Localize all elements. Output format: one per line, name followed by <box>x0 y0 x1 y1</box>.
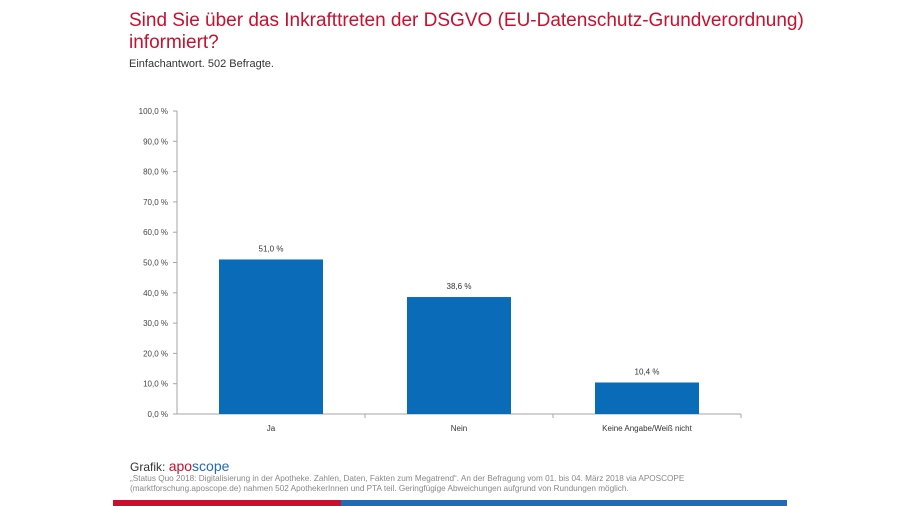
y-tick-label: 60,0 % <box>143 228 168 237</box>
y-tick-label: 40,0 % <box>143 289 168 298</box>
footer-stripe-blue <box>341 500 787 506</box>
y-tick-label: 90,0 % <box>143 137 168 146</box>
y-tick-label: 70,0 % <box>143 198 168 207</box>
y-tick-label: 80,0 % <box>143 168 168 177</box>
credit: Grafik: aposcope <box>130 458 229 474</box>
y-tick-label: 0,0 % <box>148 410 168 419</box>
bar <box>595 382 699 414</box>
footer-stripe-red <box>113 500 341 506</box>
x-tick-label: Ja <box>267 424 276 433</box>
aposcope-logo: aposcope <box>168 458 230 474</box>
data-label: 38,6 % <box>447 282 472 291</box>
bar <box>407 297 511 414</box>
y-tick-label: 50,0 % <box>143 259 168 268</box>
y-tick-label: 10,0 % <box>143 380 168 389</box>
bars <box>219 259 699 414</box>
x-axis: Ja Nein Keine Angabe/Weiß nicht <box>177 413 742 433</box>
y-tick-label: 30,0 % <box>143 319 168 328</box>
logo-apo: apo <box>168 458 193 474</box>
y-tick-label: 20,0 % <box>143 349 168 358</box>
data-label: 51,0 % <box>259 244 284 253</box>
chart-subtitle: Einfachantwort. 502 Befragte. <box>129 58 274 70</box>
logo-scope: scope <box>192 458 230 474</box>
y-tick-label: 100,0 % <box>139 107 168 116</box>
grafik-label: Grafik: <box>130 460 166 474</box>
y-axis: 0,0 % 10,0 % 20,0 % 30,0 % 40,0 % 50,0 % 60,0 … <box>139 107 178 419</box>
bar <box>219 259 323 414</box>
x-tick-label: Keine Angabe/Weiß nicht <box>602 424 692 433</box>
value-labels: 51,0 % 38,6 % 10,4 % <box>259 244 660 376</box>
x-tick-label: Nein <box>451 424 467 433</box>
data-label: 10,4 % <box>635 367 660 376</box>
source-note: „Status Quo 2018: Digitalisierung in der… <box>130 474 685 493</box>
chart-title: Sind Sie über das Inkrafttreten der DSGV… <box>129 10 804 53</box>
